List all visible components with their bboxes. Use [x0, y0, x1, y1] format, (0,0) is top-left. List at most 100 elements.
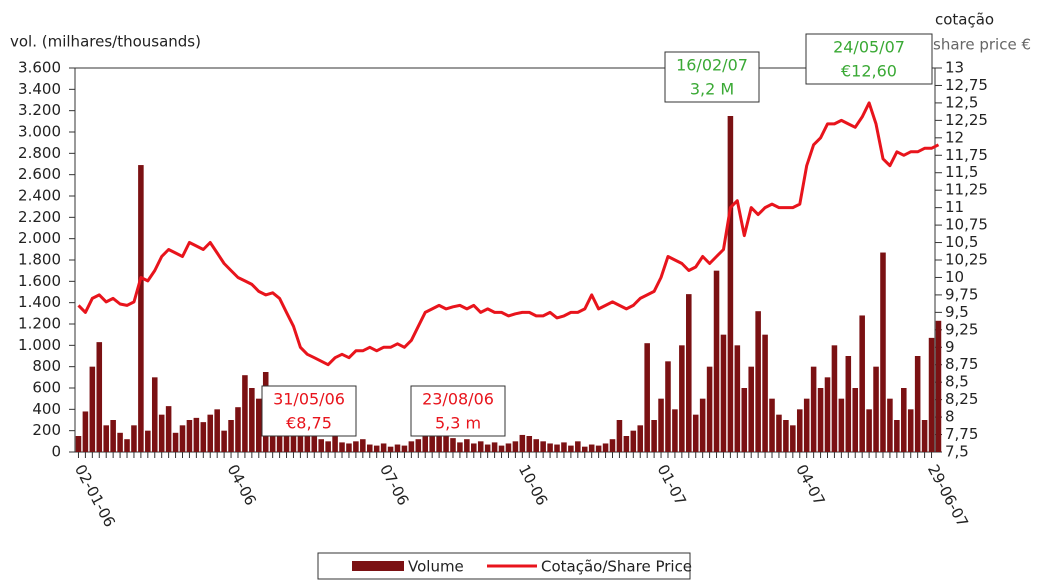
x-tick-label: 10-06 — [515, 462, 551, 509]
bar — [415, 439, 422, 452]
bar — [623, 436, 630, 452]
y-tick-label: 1.400 — [18, 293, 61, 311]
legend-label: Volume — [408, 558, 464, 576]
bar — [748, 366, 754, 452]
bar — [907, 409, 914, 452]
y-tick-label: 200 — [32, 421, 61, 439]
bar — [117, 432, 123, 452]
bar — [880, 252, 886, 452]
annotation-text: 31/05/06 — [273, 390, 345, 409]
y-tick-label: 3.600 — [18, 59, 61, 77]
bar — [658, 398, 664, 452]
y2-tick-label: 10,75 — [945, 216, 988, 234]
bar — [186, 420, 193, 452]
bar — [179, 425, 186, 452]
y-tick-label: 2.400 — [18, 187, 61, 205]
bar — [595, 445, 602, 452]
bar — [373, 445, 380, 452]
bar — [450, 438, 456, 452]
annotation-text: 5,3 m — [435, 414, 481, 433]
bar — [692, 414, 699, 452]
bar — [221, 430, 227, 452]
bar — [304, 432, 311, 452]
bar — [505, 443, 512, 452]
bar — [824, 377, 831, 452]
bar — [810, 366, 817, 452]
annotation-text: €12,60 — [841, 62, 897, 81]
bar — [727, 116, 734, 452]
bar — [776, 414, 782, 452]
bar — [581, 446, 588, 452]
bar — [901, 388, 907, 452]
bar — [464, 439, 470, 452]
annotation-text: 23/08/06 — [422, 390, 494, 409]
bar — [360, 439, 366, 452]
bar — [165, 406, 172, 452]
bar — [75, 436, 82, 452]
annotation-box — [261, 385, 357, 437]
bar — [498, 445, 505, 452]
bar — [256, 398, 262, 452]
bar — [138, 165, 144, 453]
bar — [242, 375, 248, 452]
bar — [568, 445, 574, 452]
bar — [318, 439, 324, 452]
y2-tick-label: 7,75 — [945, 425, 978, 443]
y2-tick-label: 11 — [945, 198, 964, 216]
y-tick-label: 1.200 — [18, 315, 61, 333]
bar — [103, 425, 109, 452]
bar — [491, 442, 498, 452]
bar — [928, 337, 935, 452]
bar — [401, 445, 408, 452]
x-tick-label: 29-06-07 — [924, 462, 972, 531]
bar — [609, 439, 616, 452]
y2-tick-label: 12 — [945, 128, 964, 146]
bar — [831, 345, 838, 452]
bar — [665, 361, 671, 452]
bar — [124, 439, 130, 452]
annotation-box — [410, 385, 506, 437]
bar — [311, 436, 318, 452]
bar — [533, 439, 539, 452]
y2-tick-label: 8,5 — [945, 373, 969, 391]
y-tick-label: 1.600 — [18, 272, 61, 290]
bar — [325, 441, 331, 452]
y-tick-label: 2.200 — [18, 208, 61, 226]
y2-tick-label: 12,25 — [945, 111, 988, 129]
bar — [346, 443, 352, 452]
y-tick-label: 3.200 — [18, 101, 61, 119]
bar — [866, 409, 872, 452]
y2-tick-label: 8 — [945, 408, 955, 426]
bar — [734, 345, 741, 452]
y-tick-label: 3.400 — [18, 80, 61, 98]
annotation-box — [805, 33, 933, 85]
bar — [207, 414, 214, 452]
bar — [755, 311, 761, 452]
bar — [457, 442, 463, 452]
bar — [762, 334, 768, 452]
y-tick-label: 800 — [32, 357, 61, 375]
bar — [935, 320, 942, 452]
y2-tick-label: 13 — [945, 59, 964, 77]
bar — [921, 420, 928, 452]
bar — [790, 425, 796, 452]
x-tick-label: 04-07 — [792, 462, 828, 509]
bar — [471, 443, 477, 452]
bar — [554, 444, 560, 452]
y-tick-label: 400 — [32, 400, 61, 418]
bar — [110, 420, 116, 452]
bar — [561, 442, 567, 452]
x-tick-label: 07-06 — [376, 462, 412, 509]
bar — [477, 441, 484, 452]
bar — [769, 398, 775, 452]
bar — [686, 294, 692, 452]
bar — [394, 444, 401, 452]
bar — [228, 420, 234, 452]
y-tick-label: 1.800 — [18, 251, 61, 269]
y-tick-label: 3.000 — [18, 123, 61, 141]
bar — [602, 443, 609, 452]
bar — [817, 388, 824, 452]
y2-tick-label: 9 — [945, 338, 955, 356]
bar — [706, 366, 713, 452]
